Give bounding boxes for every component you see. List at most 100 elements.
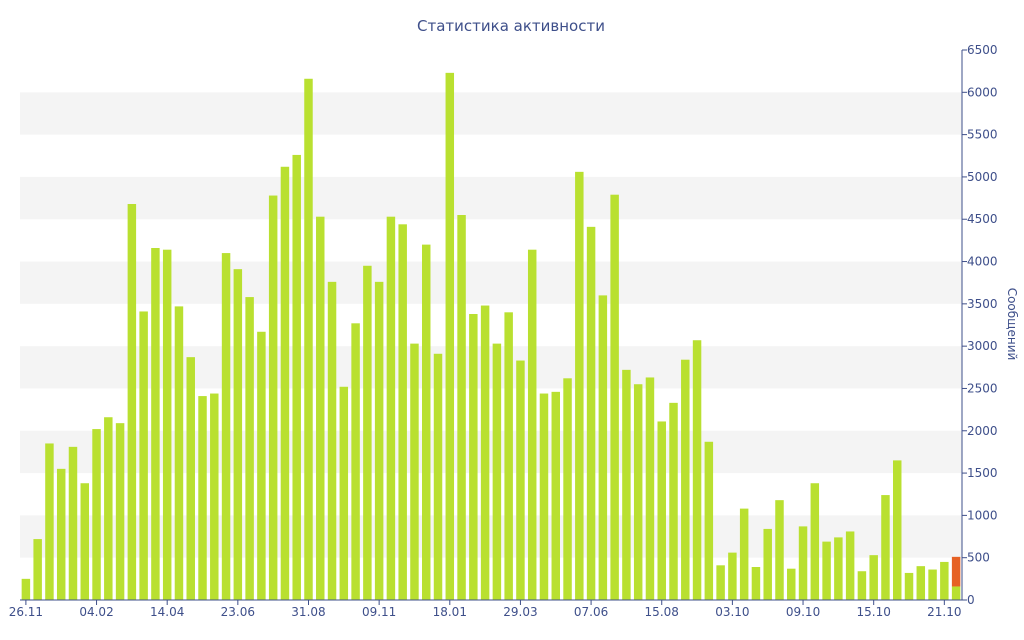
bar bbox=[492, 343, 502, 600]
x-tick-label: 26.11 bbox=[9, 605, 43, 619]
grid-band bbox=[20, 346, 962, 389]
bar bbox=[916, 566, 926, 600]
bar bbox=[115, 423, 125, 600]
bar bbox=[151, 248, 160, 600]
x-tick-label: 07.06 bbox=[574, 605, 608, 619]
grid-band bbox=[20, 515, 962, 558]
bar bbox=[92, 429, 101, 600]
bar bbox=[398, 224, 407, 601]
bar bbox=[834, 537, 843, 600]
bar bbox=[433, 353, 443, 600]
bar bbox=[33, 539, 42, 600]
x-tick-label: 23.06 bbox=[221, 605, 255, 619]
bar bbox=[445, 72, 455, 601]
bar bbox=[787, 568, 796, 600]
bar bbox=[316, 216, 325, 600]
bar bbox=[822, 541, 831, 600]
x-tick-label: 14.04 bbox=[150, 605, 184, 619]
bar bbox=[233, 269, 243, 600]
bar bbox=[457, 215, 466, 600]
bar bbox=[327, 281, 337, 600]
bar bbox=[798, 526, 808, 600]
x-tick-label: 03.10 bbox=[715, 605, 749, 619]
y-tick-label: 6500 bbox=[967, 43, 998, 57]
bar bbox=[739, 508, 749, 600]
x-tick-label: 09.11 bbox=[362, 605, 396, 619]
grid-band bbox=[20, 176, 962, 220]
bar bbox=[681, 359, 690, 600]
x-tick-label: 15.10 bbox=[857, 605, 891, 619]
x-tick-label: 31.08 bbox=[291, 605, 325, 619]
bar bbox=[633, 384, 643, 600]
y-tick-label: 5500 bbox=[967, 128, 998, 142]
grid-band bbox=[20, 261, 962, 304]
y-tick-label: 4000 bbox=[967, 255, 998, 269]
bar bbox=[527, 249, 537, 600]
bar bbox=[775, 500, 784, 600]
x-tick-label: 15.08 bbox=[645, 605, 679, 619]
bar bbox=[810, 483, 820, 600]
bar bbox=[586, 226, 596, 600]
y-tick-label: 2000 bbox=[967, 424, 998, 438]
y-tick-label: 0 bbox=[967, 593, 975, 607]
bar bbox=[928, 569, 937, 600]
bar bbox=[575, 171, 584, 600]
x-tick-label: 09.10 bbox=[786, 605, 820, 619]
bar bbox=[21, 578, 31, 600]
bar bbox=[869, 555, 878, 600]
bar bbox=[104, 417, 113, 600]
bar bbox=[892, 460, 902, 600]
bar bbox=[563, 378, 572, 600]
y-axis-label: Сообщений bbox=[1005, 288, 1019, 361]
bar bbox=[551, 391, 561, 600]
bars-group bbox=[21, 72, 961, 601]
bar bbox=[68, 446, 78, 600]
bar bbox=[539, 393, 549, 600]
bar bbox=[304, 78, 313, 601]
chart-title: Статистика активности bbox=[417, 17, 605, 35]
bar bbox=[56, 468, 66, 600]
bar bbox=[221, 253, 231, 601]
bar bbox=[610, 194, 619, 600]
bar bbox=[516, 360, 525, 600]
bar bbox=[904, 572, 914, 600]
y-axis: 0 500 1000 1500 2000 2500 3000 3500 4000 4500 5000… bbox=[961, 43, 998, 607]
bar bbox=[857, 571, 867, 600]
y-tick-label: 1500 bbox=[967, 466, 998, 480]
bar bbox=[763, 528, 772, 600]
bar bbox=[598, 295, 608, 600]
bar bbox=[657, 421, 666, 600]
x-tick-label: 18.01 bbox=[433, 605, 467, 619]
y-tick-label: 3000 bbox=[967, 339, 998, 353]
bar bbox=[45, 443, 54, 600]
x-tick-label: 04.02 bbox=[79, 605, 113, 619]
bar bbox=[421, 244, 431, 600]
grid-band bbox=[20, 430, 962, 474]
bar bbox=[339, 386, 349, 600]
bar bbox=[363, 265, 372, 600]
bar bbox=[257, 331, 266, 600]
y-tick-label: 3500 bbox=[967, 297, 998, 311]
y-tick-label: 500 bbox=[967, 551, 990, 565]
bar bbox=[292, 154, 301, 600]
bar bbox=[751, 567, 761, 600]
x-tick-label: 29.03 bbox=[503, 605, 537, 619]
bar bbox=[162, 249, 172, 600]
bar bbox=[186, 357, 195, 600]
grid-band bbox=[20, 92, 962, 135]
bar bbox=[351, 323, 360, 600]
y-tick-label: 5000 bbox=[967, 170, 998, 184]
y-tick-label: 6000 bbox=[967, 85, 998, 99]
bar bbox=[245, 297, 254, 600]
y-tick-label: 1000 bbox=[967, 508, 998, 522]
bar bbox=[622, 369, 631, 600]
x-tick-label: 21.10 bbox=[927, 605, 961, 619]
bar bbox=[469, 314, 478, 600]
bar bbox=[210, 393, 219, 600]
y-tick-label: 2500 bbox=[967, 381, 998, 395]
bar bbox=[669, 402, 678, 600]
bar bbox=[716, 565, 725, 600]
bar bbox=[480, 305, 490, 600]
grid-bands bbox=[20, 92, 962, 558]
